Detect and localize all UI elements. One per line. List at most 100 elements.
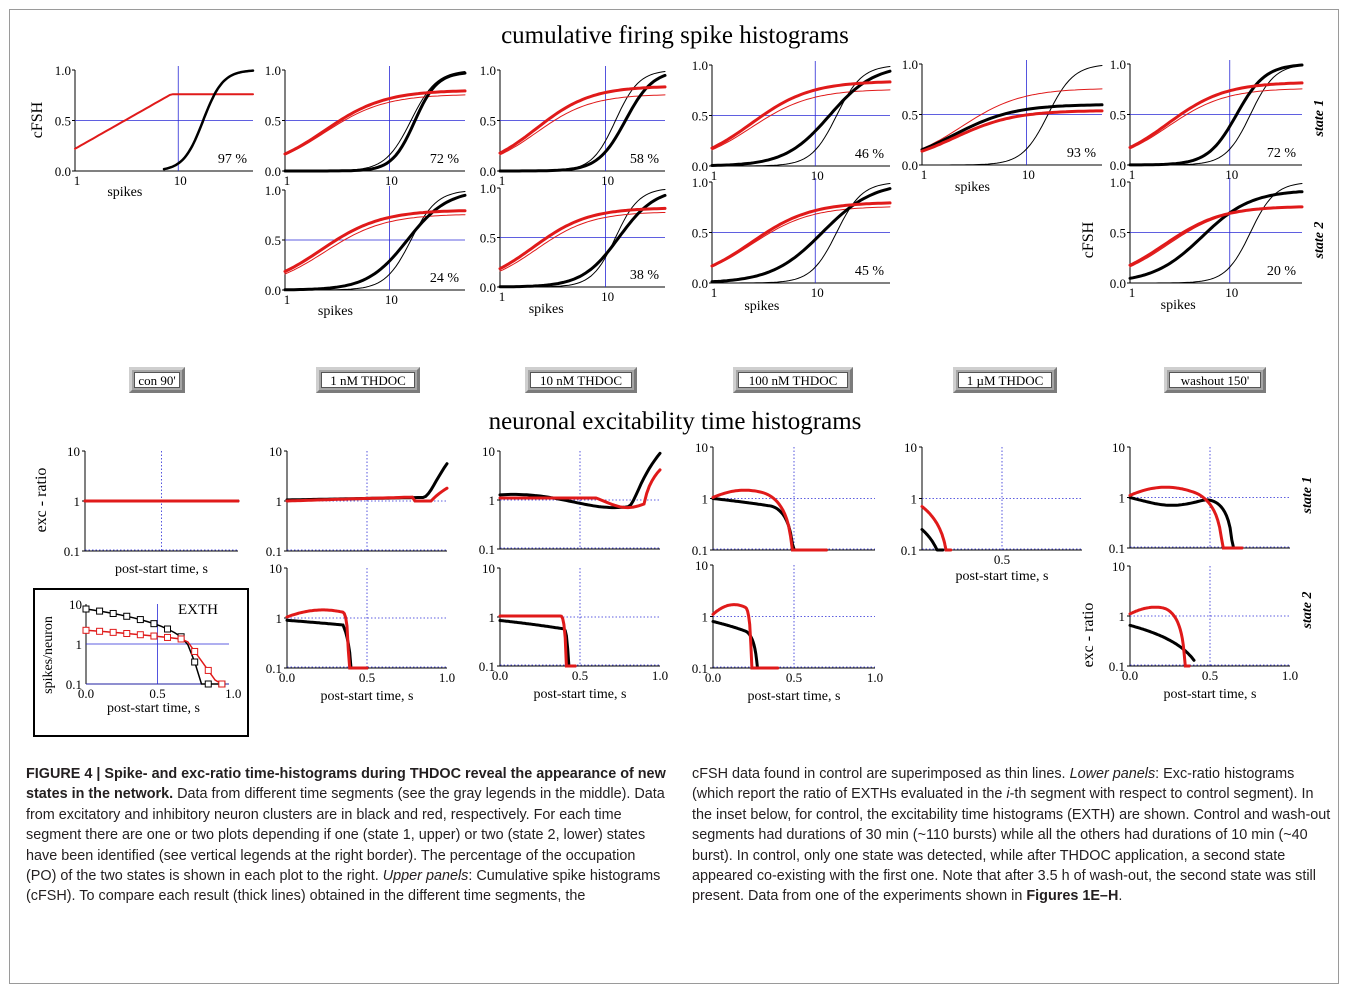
cfsh-x-tick-label: 10 (1225, 285, 1238, 300)
inhibitory-curve (283, 89, 467, 156)
caption-text: : Exc-ratio histograms (which report the… (692, 766, 1295, 803)
cfsh-x-tick-label: 10 (811, 168, 824, 183)
exc-x-label: post-start time, s (534, 687, 627, 702)
inset-x-tick-label: 1.0 (225, 686, 241, 701)
cfsh-y-tick-label: 0.5 (1110, 108, 1126, 123)
exc-y-tick-label: 10 (269, 561, 282, 576)
caption-text: : Cumulative spike histograms (cFSH). To… (26, 868, 661, 905)
cfsh-x-tick-label: 1 (74, 173, 81, 188)
segment-legend-washout: washout 150' (1164, 367, 1266, 393)
cfsh-x-label: spikes (318, 304, 353, 319)
segment-legend-label: 1 µM THDOC (958, 372, 1052, 388)
control-excitatory-thin (711, 183, 891, 284)
state2-label-top: state 2 (1312, 222, 1327, 260)
inset-y-tick-label: 10 (69, 597, 82, 612)
inset-marker (164, 625, 172, 633)
cfsh-x-tick-label: 1 (711, 168, 718, 183)
exth-inset-box (33, 588, 249, 737)
po-label: 45 % (855, 264, 885, 279)
segment-legend-1um: 1 µM THDOC (953, 367, 1057, 393)
exc-x-tick-label: 0.0 (1122, 668, 1138, 683)
exc-y-tick-label: 10 (1112, 559, 1125, 574)
cfsh-x-label: spikes (529, 302, 564, 317)
inset-marker (109, 609, 117, 617)
exc-x-tick-label: 0.5 (572, 668, 588, 683)
caption-text: cFSH data found in control are superimpo… (692, 766, 1070, 782)
segment-legend-1nm: 1 nM THDOC (316, 367, 420, 393)
exc-x-tick-label: 0.0 (705, 670, 721, 685)
cfsh-ylabel: cFSH (29, 101, 46, 138)
cfsh-x-tick-label: 1 (284, 292, 291, 307)
inhibitory-curve (285, 486, 449, 503)
excitatory-curve (498, 193, 667, 289)
excitatory-curve (1128, 496, 1239, 550)
exc-x-tick-label: 0.0 (279, 670, 295, 685)
cfsh-x-tick-label: 10 (811, 285, 824, 300)
exc-x-tick-label: 0.5 (994, 552, 1010, 567)
inset-marker (204, 666, 212, 674)
cfsh-y-tick-label: 0.0 (480, 164, 496, 179)
cfsh-y-tick-label: 0.5 (902, 108, 918, 123)
caption-text: Data from different time segments (see t… (26, 786, 665, 885)
cfsh-y-tick-label: 0.0 (1110, 276, 1126, 291)
exc-y-tick-label: 1 (1119, 609, 1126, 624)
caption-italic: Lower panels (1069, 766, 1156, 782)
exc-y-tick-label: 1 (489, 493, 496, 508)
po-label: 46 % (855, 147, 885, 162)
excitatory-curve (498, 619, 577, 668)
exc-y-tick-label: 10 (482, 561, 495, 576)
exc-x-tick-label: 0.5 (1202, 668, 1218, 683)
inset-marker (136, 616, 144, 624)
inset-marker (109, 628, 117, 636)
excitatory-curve (498, 73, 667, 173)
exc-x-tick-label: 0.5 (359, 670, 375, 685)
cfsh-x-tick-label: 1 (284, 173, 291, 188)
cfsh-x-label: spikes (955, 180, 990, 195)
inhibitory-curve (498, 206, 667, 271)
inhibitory-curve (1128, 605, 1191, 668)
exc-y-tick-label: 1 (276, 611, 283, 626)
inset-marker (96, 607, 104, 615)
cfsh-x-label: spikes (107, 185, 142, 200)
exc-y-tick-label: 0.1 (64, 544, 80, 559)
excitatory-curve (283, 71, 467, 173)
po-label: 24 % (430, 271, 460, 286)
excitatory-curve (710, 187, 892, 284)
inhibitory-curve (283, 209, 467, 273)
inset-x-tick-label: 0.0 (78, 686, 94, 701)
cfsh-x-tick-label: 1 (921, 167, 928, 182)
segment-legend-label: washout 150' (1169, 372, 1261, 388)
cfsh-y-tick-label: 0.5 (55, 114, 71, 129)
exc-section-title: neuronal excitability time histograms (488, 408, 862, 435)
excitatory-curve (920, 103, 1104, 152)
segment-legend-10nm: 10 nM THDOC (525, 367, 637, 393)
cfsh-x-tick-label: 1 (1129, 285, 1136, 300)
po-label: 93 % (1067, 146, 1097, 161)
caption-italic: i (1006, 786, 1010, 803)
exc-x-tick-label: 1.0 (1282, 668, 1298, 683)
cfsh-y-tick-label: 1.0 (55, 63, 71, 78)
segment-legend-label: 10 nM THDOC (530, 372, 632, 388)
cfsh-x-label: spikes (1161, 298, 1196, 313)
cfsh-y-tick-label: 0.0 (55, 164, 71, 179)
exc-y-tick-label: 0.1 (266, 661, 282, 676)
caption-text: . (1118, 888, 1123, 905)
cfsh-y-tick-label: 0.0 (902, 158, 918, 173)
inhibitory-curve (1128, 205, 1304, 267)
excitatory-curve (711, 497, 828, 552)
cfsh-y-tick-label: 1.0 (1110, 57, 1126, 72)
excitatory-curve (162, 69, 255, 171)
po-label: 38 % (630, 268, 660, 283)
cfsh-y-tick-label: 1.0 (265, 183, 281, 198)
control-inhibitory-thin (711, 89, 891, 151)
inset-marker (123, 630, 131, 638)
segment-legend-label: con 90' (134, 372, 180, 388)
inset-x-tick-label: 0.5 (149, 686, 165, 701)
exc-x-tick-label: 1.0 (439, 670, 455, 685)
exc-y-tick-label: 10 (67, 444, 80, 459)
exc-y-tick-label: 0.1 (692, 543, 708, 558)
cfsh-x-tick-label: 10 (1225, 167, 1238, 182)
cfsh-x-tick-label: 1 (499, 289, 506, 304)
excitatory-curve (1128, 63, 1304, 167)
cfsh-y-tick-label: 0.5 (692, 109, 708, 124)
